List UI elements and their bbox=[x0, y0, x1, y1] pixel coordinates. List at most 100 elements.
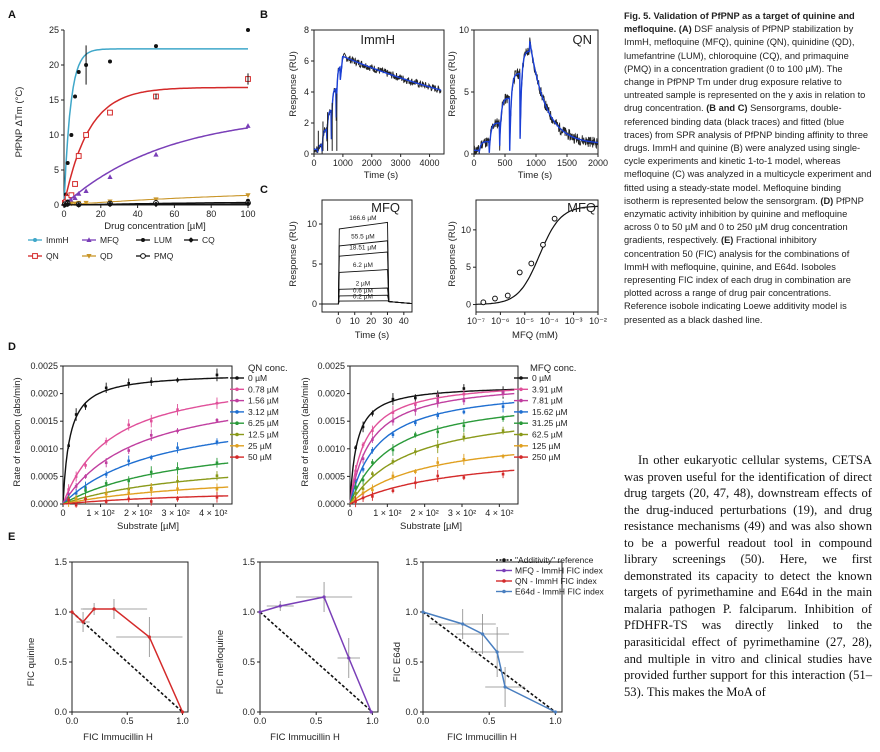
caption-text-bc: Sensorgrams, double-referenced binding d… bbox=[624, 103, 872, 206]
fic-point bbox=[81, 620, 85, 624]
fit-curve bbox=[62, 495, 229, 505]
legend-marker bbox=[519, 432, 523, 437]
legend-marker bbox=[235, 455, 239, 459]
additivity-reference bbox=[71, 611, 184, 713]
fit-curve bbox=[62, 440, 229, 505]
panel-letter-d: D bbox=[8, 341, 16, 353]
panel-a-xlabel: Drug concentration [µM] bbox=[104, 221, 206, 232]
x-tick-label: 1.0 bbox=[366, 716, 379, 726]
data-point-immh bbox=[73, 94, 78, 99]
data-point bbox=[74, 497, 78, 500]
legend-label: 0 µM bbox=[248, 373, 267, 383]
x-tick-label: 2000 bbox=[362, 158, 382, 168]
legend-marker-lum bbox=[141, 238, 145, 242]
data-point bbox=[361, 468, 365, 471]
legend-marker bbox=[235, 410, 239, 414]
x-tick-label: 60 bbox=[169, 209, 179, 219]
y-tick-label: 0.0015 bbox=[30, 416, 58, 426]
data-point bbox=[127, 382, 131, 385]
data-point bbox=[462, 410, 466, 414]
legend-label: 125 µM bbox=[532, 441, 561, 451]
legend-label-qd: QD bbox=[100, 251, 113, 261]
data-point bbox=[462, 387, 466, 390]
data-point bbox=[215, 474, 219, 478]
data-point bbox=[501, 391, 505, 394]
panel-c-isotherm-title: MFQ bbox=[567, 200, 596, 215]
figure-caption: Fig. 5. Validation of PfPNP as a target … bbox=[624, 10, 872, 327]
data-point bbox=[391, 474, 395, 478]
plot-frame bbox=[475, 199, 599, 313]
fit-curve bbox=[349, 454, 515, 505]
legend-label: "Additivity" reference bbox=[515, 555, 594, 565]
y-tick-label: 1.0 bbox=[405, 607, 418, 617]
panel-d-qn-xlabel: Substrate [µM] bbox=[117, 521, 179, 532]
fic-point bbox=[70, 610, 74, 614]
data-point bbox=[414, 421, 417, 425]
panel-d-mfq-xlabel: Substrate [µM] bbox=[400, 521, 462, 532]
caption-letter-bc: (B and C) bbox=[706, 103, 748, 114]
fic-point bbox=[553, 710, 557, 714]
legend-marker-qn bbox=[32, 253, 38, 259]
data-point bbox=[149, 456, 153, 459]
y-tick-label: 0.0020 bbox=[317, 389, 345, 399]
fic-isobole bbox=[259, 596, 372, 713]
caption-letter-e: (E) bbox=[720, 235, 734, 246]
concentration-label: 0.6 µM bbox=[353, 288, 373, 295]
x-tick-label: 0.0 bbox=[66, 716, 79, 726]
data-point bbox=[215, 440, 219, 444]
x-tick-label: 3000 bbox=[391, 158, 411, 168]
data-point-immh bbox=[69, 133, 74, 137]
legend-label: 3.91 µM bbox=[532, 384, 563, 394]
x-tick-label: 1.0 bbox=[549, 716, 562, 726]
data-point bbox=[391, 433, 395, 436]
panel-b-qn-ylabel: Response (RU) bbox=[447, 51, 458, 116]
x-tick-label: 4000 bbox=[420, 158, 440, 168]
fic-isobole bbox=[71, 608, 184, 713]
legend-label: E64d - ImmH FIC index bbox=[515, 587, 605, 597]
data-point-mfq bbox=[76, 191, 82, 196]
data-point-mfq bbox=[72, 195, 78, 200]
legend-label: 7.81 µM bbox=[532, 396, 563, 406]
panel-letter-c: C bbox=[260, 184, 268, 196]
y-tick-label: 8 bbox=[304, 25, 309, 35]
data-point bbox=[127, 497, 131, 501]
legend-marker bbox=[235, 387, 239, 392]
data-point bbox=[361, 478, 365, 482]
y-tick-label: 0 bbox=[466, 300, 471, 310]
body-text: In other eukaryotic cellular systems, CE… bbox=[624, 453, 872, 699]
panel-c-concentration-labels: 166.6 µM 55.5 µM 18.51 µM 6.2 µM 2 µM0.6 µM0… bbox=[349, 215, 376, 300]
isotherm-point bbox=[480, 299, 487, 306]
legend-marker bbox=[519, 455, 523, 459]
data-point bbox=[74, 492, 78, 495]
x-tick-label: 10 bbox=[350, 316, 360, 326]
data-point-immh bbox=[76, 70, 81, 74]
fit-curve bbox=[62, 401, 229, 505]
data-point bbox=[391, 489, 395, 493]
data-point bbox=[149, 470, 153, 474]
legend-marker-qd bbox=[86, 254, 92, 259]
data-point bbox=[84, 497, 87, 501]
panel-c-sensorgram-title: MFQ bbox=[371, 200, 400, 215]
caption-text-a: DSF analysis of PfPNP stabilization by I… bbox=[624, 24, 866, 114]
x-tick-label: 0.5 bbox=[483, 716, 496, 726]
panel-c-isotherm-xlabel: MFQ (mM) bbox=[512, 330, 558, 341]
legend-label: 15.62 µM bbox=[532, 407, 568, 417]
data-point bbox=[176, 487, 179, 491]
legend-label-cq: CQ bbox=[202, 235, 215, 245]
legend-label: 250 µM bbox=[532, 452, 561, 462]
data-point bbox=[354, 478, 357, 482]
data-point bbox=[462, 424, 466, 428]
data-point-qd bbox=[83, 200, 89, 206]
panel-a-chart: 0 20 40 60 80 100 0 5 10 15 20 25 bbox=[49, 25, 256, 219]
legend-marker bbox=[235, 376, 239, 380]
legend-marker bbox=[502, 589, 506, 594]
data-point bbox=[371, 412, 374, 415]
y-tick-label: 0 bbox=[304, 149, 309, 159]
y-tick-label: 15 bbox=[49, 95, 59, 105]
y-tick-label: 0 bbox=[312, 299, 317, 309]
legend-marker bbox=[519, 376, 523, 380]
caption-title: Fig. 5. Validation of PfPNP as a target … bbox=[624, 11, 855, 35]
data-point bbox=[414, 403, 417, 406]
fic-point bbox=[495, 650, 499, 654]
x-tick-label: 10⁻³ bbox=[565, 316, 583, 326]
